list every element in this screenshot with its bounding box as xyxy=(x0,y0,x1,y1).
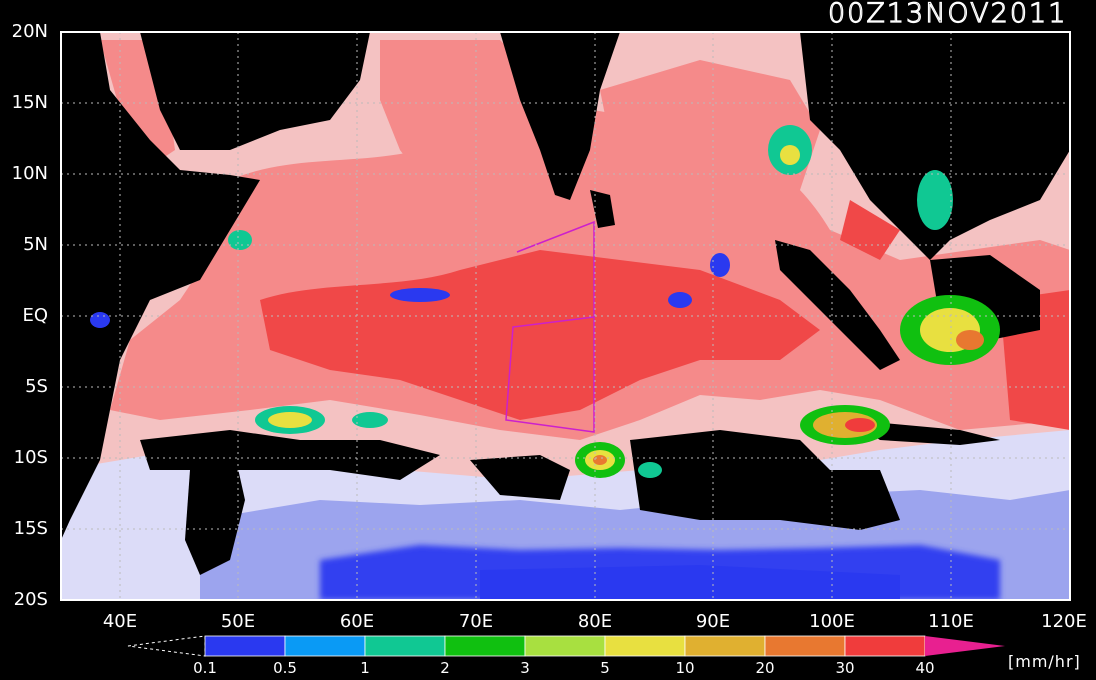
colorbar-label: 20 xyxy=(755,659,775,677)
colorbar-segment xyxy=(844,635,926,657)
dry-band-south xyxy=(140,430,440,480)
lon-label: 80E xyxy=(577,611,613,632)
land-africa xyxy=(61,32,260,540)
map-frame xyxy=(60,31,1071,601)
land-india xyxy=(500,32,620,200)
grid-lines xyxy=(61,32,1070,600)
dry-patch xyxy=(470,455,570,500)
lat-label: 5N xyxy=(23,234,48,255)
lat-label: 15S xyxy=(13,518,48,539)
colorbar-label: 10 xyxy=(675,659,695,677)
map-field xyxy=(61,32,1070,600)
colorbar-segment xyxy=(284,635,366,657)
colorbar-segment xyxy=(524,635,606,657)
colorbar-label: 1 xyxy=(360,659,370,677)
land-srilanka xyxy=(590,190,615,228)
lat-label: 10S xyxy=(13,447,48,468)
colorbar-segment xyxy=(604,635,686,657)
colorbar-upper-arrow xyxy=(925,636,1005,656)
land-arabia xyxy=(140,32,370,150)
cool-deep-zone-2 xyxy=(480,565,900,600)
land-seasia xyxy=(800,32,1070,260)
lon-label: 110E xyxy=(928,611,974,632)
lon-label: 70E xyxy=(458,611,494,632)
lon-label: 50E xyxy=(220,611,256,632)
colorbar-label: 3 xyxy=(520,659,530,677)
land-australia xyxy=(630,430,900,530)
colorbar-segment xyxy=(684,635,766,657)
analysis-box xyxy=(505,220,595,433)
colorbar-label: 30 xyxy=(835,659,855,677)
rain-cells xyxy=(90,125,1000,478)
colorbar xyxy=(127,635,1005,657)
colorbar-lower-arrow xyxy=(127,635,206,657)
land-sumatra xyxy=(775,240,900,370)
colorbar-label: 0.1 xyxy=(193,659,217,677)
lon-label: 60E xyxy=(339,611,375,632)
colorbar-segment xyxy=(764,635,846,657)
lat-label: 20N xyxy=(11,21,48,42)
timestamp-label: 00Z13NOV2011 xyxy=(827,0,1068,30)
ocean-mid-bengal xyxy=(600,60,820,190)
colorbar-label: 40 xyxy=(915,659,935,677)
colorbar-unit: [mm/hr] xyxy=(1008,652,1081,671)
colorbar-label: 5 xyxy=(600,659,610,677)
colorbar-segment xyxy=(204,635,286,657)
lat-label: 10N xyxy=(11,163,48,184)
land-madagascar xyxy=(185,455,245,575)
colorbar-label: 2 xyxy=(440,659,450,677)
lon-label: 100E xyxy=(809,611,855,632)
lat-label: 20S xyxy=(13,589,48,610)
lat-label: 15N xyxy=(11,92,48,113)
colorbar-segment xyxy=(364,635,446,657)
colorbar-segment xyxy=(444,635,526,657)
lat-label: EQ xyxy=(22,305,48,326)
lon-label: 90E xyxy=(695,611,731,632)
colorbar-label: 0.5 xyxy=(273,659,297,677)
lat-label: 5S xyxy=(25,376,48,397)
lon-label: 120E xyxy=(1041,611,1087,632)
lon-label: 40E xyxy=(102,611,138,632)
